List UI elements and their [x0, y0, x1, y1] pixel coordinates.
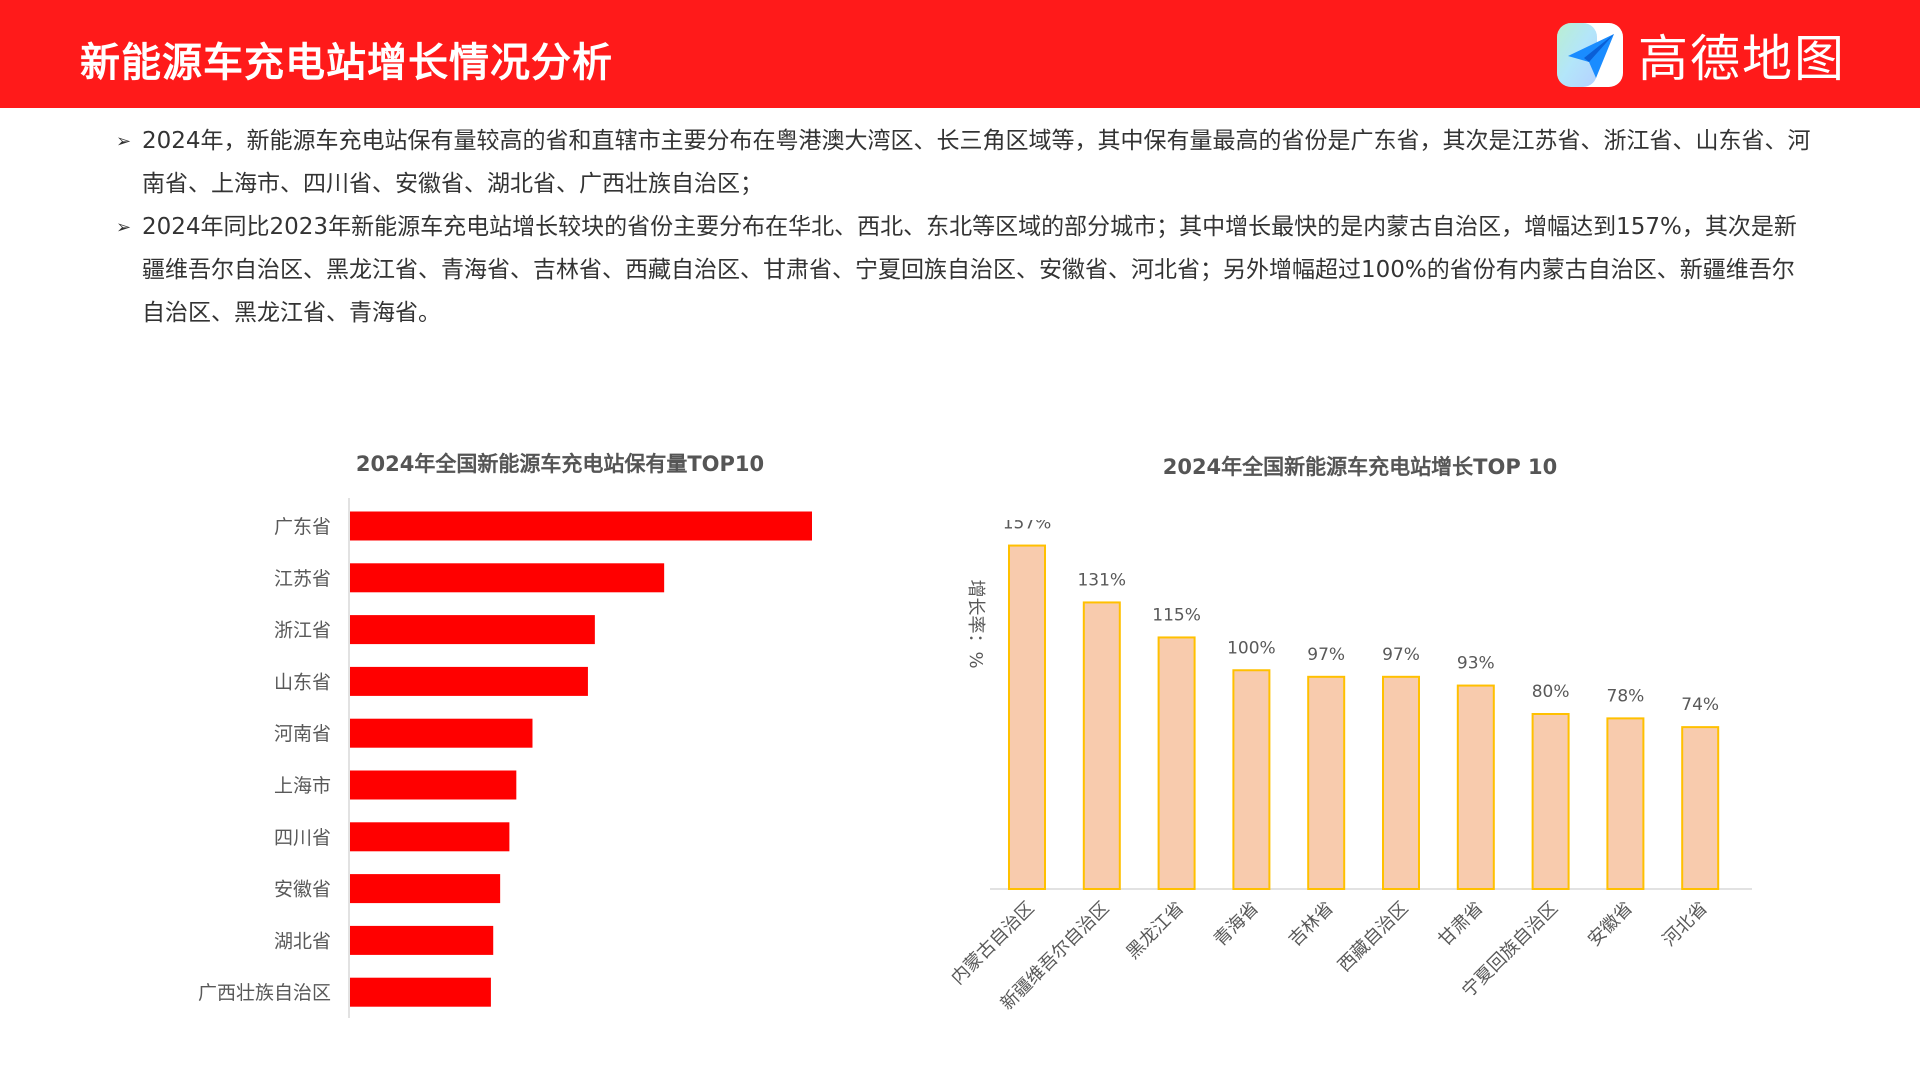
data-label: 97% — [1382, 645, 1420, 665]
data-label: 115% — [1152, 605, 1201, 625]
data-label: 74% — [1681, 695, 1719, 715]
bar-9 — [1606, 717, 1645, 890]
bar-7 — [350, 822, 510, 852]
bar-2 — [1082, 601, 1121, 890]
header-bar: 新能源车充电站增长情况分析 高德地图 — [0, 0, 1920, 108]
bullet-text: 2024年同比2023年新能源车充电站增长较块的省份主要分布在华北、西北、东北等… — [142, 214, 1797, 326]
right-bar-chart: 增长率：%157%内蒙古自治区131%新疆维吾尔自治区115%黑龙江省100%青… — [950, 520, 1752, 1014]
bullet-text: 2024年，新能源车充电站保有量较高的省和直辖市主要分布在粤港澳大湾区、长三角区… — [142, 128, 1811, 197]
data-label: 131% — [1077, 570, 1126, 590]
y-axis-label: 增长率：% — [965, 579, 986, 668]
data-label: 157% — [1003, 520, 1052, 534]
bar-8 — [350, 874, 501, 904]
category-label: 吉林省 — [1285, 898, 1338, 951]
brand-logo: 高德地图 — [1556, 20, 1846, 90]
category-label: 江苏省 — [274, 568, 331, 590]
bar-10 — [1681, 726, 1720, 890]
bar-1 — [350, 511, 812, 541]
amap-logo-icon — [1557, 23, 1623, 87]
bar-4 — [350, 666, 588, 696]
bar-8 — [1531, 713, 1570, 890]
bar-1 — [1008, 544, 1046, 890]
category-label: 山东省 — [274, 671, 331, 693]
data-label: 93% — [1457, 654, 1495, 674]
category-label: 河北省 — [1659, 898, 1712, 951]
bar-4 — [1232, 669, 1271, 890]
bar-6 — [350, 770, 517, 800]
data-label: 100% — [1227, 638, 1276, 658]
summary-bullets: ➢ 2024年，新能源车充电站保有量较高的省和直辖市主要分布在粤港澳大湾区、长三… — [116, 120, 1816, 335]
category-label: 广东省 — [274, 516, 331, 538]
category-label: 湖北省 — [274, 930, 331, 952]
logo-text: 高德地图 — [1638, 30, 1846, 88]
bar-10 — [350, 977, 491, 1007]
bar-5 — [1307, 675, 1346, 890]
category-label: 安徽省 — [274, 879, 331, 901]
bar-3 — [1157, 636, 1196, 890]
bar-5 — [350, 718, 533, 748]
bullet-arrow-icon: ➢ — [116, 217, 132, 238]
data-label: 78% — [1607, 686, 1645, 706]
bar-6 — [1382, 675, 1420, 890]
category-label: 青海省 — [1210, 898, 1263, 951]
category-label: 河南省 — [274, 723, 331, 745]
category-label: 甘肃省 — [1434, 898, 1487, 951]
bullet-item: ➢ 2024年同比2023年新能源车充电站增长较块的省份主要分布在华北、西北、东… — [116, 206, 1816, 335]
category-label: 广西壮族自治区 — [198, 982, 331, 1004]
data-label: 80% — [1532, 682, 1570, 702]
bullet-item: ➢ 2024年，新能源车充电站保有量较高的省和直辖市主要分布在粤港澳大湾区、长三… — [116, 120, 1816, 206]
bullet-arrow-icon: ➢ — [116, 131, 132, 152]
category-label: 四川省 — [274, 827, 331, 849]
page-title: 新能源车充电站增长情况分析 — [80, 40, 613, 86]
category-label: 浙江省 — [274, 620, 331, 642]
left-chart-title: 2024年全国新能源车充电站保有量TOP10 — [355, 452, 765, 476]
right-chart-title: 2024年全国新能源车充电站增长TOP 10 — [1162, 455, 1558, 479]
category-label: 安徽省 — [1584, 898, 1637, 951]
bar-3 — [350, 615, 595, 645]
category-label: 上海市 — [274, 775, 331, 797]
bar-7 — [1456, 684, 1495, 890]
bar-2 — [350, 563, 665, 593]
category-label: 西藏自治区 — [1334, 898, 1412, 976]
category-label: 黑龙江省 — [1122, 898, 1188, 964]
bar-9 — [350, 925, 494, 955]
data-label: 97% — [1307, 645, 1345, 665]
